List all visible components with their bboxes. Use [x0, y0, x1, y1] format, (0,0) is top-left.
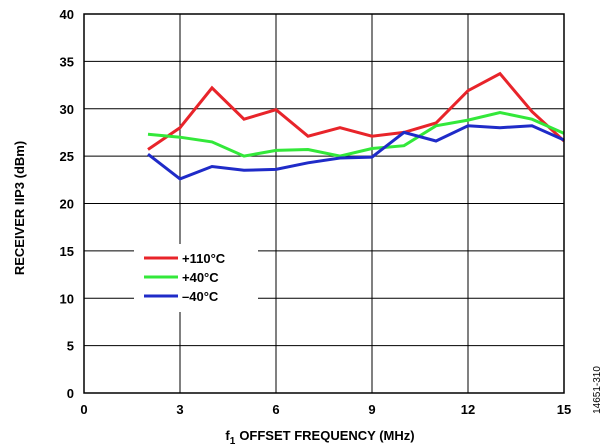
y-axis-label: RECEIVER IIP3 (dBm) [12, 141, 27, 275]
y-tick-label: 15 [60, 244, 74, 259]
x-tick-label: 6 [272, 402, 279, 417]
x-axis-label-prefix: f [225, 428, 230, 443]
y-tick-label: 25 [60, 149, 74, 164]
x-tick-label: 9 [368, 402, 375, 417]
x-tick-label: 3 [176, 402, 183, 417]
series-layer [147, 71, 566, 181]
x-tick-labels: 0 3 6 9 12 15 [80, 402, 571, 417]
legend-label: +40°C [182, 270, 219, 285]
x-tick-label: 12 [461, 402, 475, 417]
y-tick-label: 5 [67, 339, 74, 354]
y-tick-label: 20 [60, 197, 74, 212]
legend-label: –40°C [182, 289, 219, 304]
series-line [147, 124, 565, 181]
x-axis-label-text: OFFSET FREQUENCY (MHz) [239, 428, 414, 443]
series-line [147, 110, 565, 158]
y-tick-label: 30 [60, 102, 74, 117]
legend: +110°C +40°C –40°C [134, 244, 258, 312]
x-tick-label: 15 [557, 402, 571, 417]
y-tick-label: 10 [60, 291, 74, 306]
figure-id: 14651-310 [592, 366, 603, 414]
y-tick-label: 0 [67, 386, 74, 401]
x-axis-label-subscript: 1 [230, 436, 236, 447]
y-tick-label: 35 [60, 54, 74, 69]
y-tick-label: 40 [60, 7, 74, 22]
series-line [147, 71, 566, 151]
x-axis-label: f1 OFFSET FREQUENCY (MHz) [225, 428, 414, 447]
y-tick-labels: 0 5 10 15 20 25 30 35 40 [60, 7, 74, 401]
x-tick-label: 0 [80, 402, 87, 417]
legend-label: +110°C [182, 251, 226, 266]
plot-frame [83, 13, 565, 394]
